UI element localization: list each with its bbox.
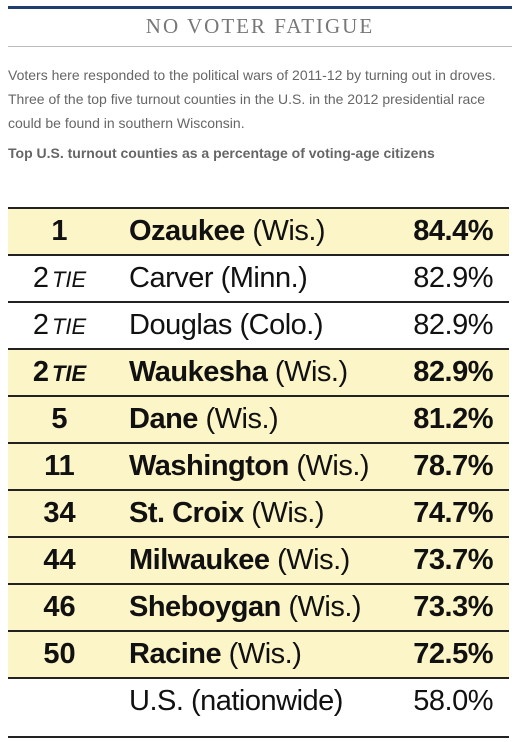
turnout-value: 82.9% [413,309,493,341]
turnout-value: 72.5% [413,638,493,670]
county-cell: St. Croix (Wis.) [111,497,379,530]
county-name: Ozaukee [129,215,245,247]
county-cell: Washington (Wis.) [111,450,379,483]
rank-cell: 2 TIE [8,358,111,387]
rank-cell: 44 [8,546,111,575]
rank-cell: 11 [8,452,111,481]
tie-label: TIE [51,314,87,339]
rank-number: 1 [51,215,68,247]
turnout-value: 82.9% [413,262,493,294]
rank-cell: 5 [8,405,111,434]
table-row: 5 Dane (Wis.) 81.2% [8,395,509,442]
turnout-value: 81.2% [413,403,493,435]
rank-number: 2 [32,356,49,388]
rank-cell: 1 [8,217,111,246]
turnout-value: 73.3% [413,591,493,623]
state-label: (Wis.) [267,356,348,388]
county-name: Milwaukee [129,544,270,576]
turnout-value: 78.7% [413,450,493,482]
rank-number: 2 [32,309,49,341]
table-row: 50 Racine (Wis.) 72.5% [8,630,509,677]
table-row: 46 Sheboygan (Wis.) 73.3% [8,583,509,630]
turnout-value: 58.0% [413,685,493,717]
state-label: (Wis.) [288,450,370,482]
rank-number: 50 [43,638,76,670]
state-label: (Wis.) [244,215,326,247]
county-cell: Dane (Wis.) [111,403,379,436]
rank-number: 2 [32,262,49,294]
county-cell: Ozaukee (Wis.) [111,215,379,248]
state-label: (Wis.) [269,544,350,576]
county-cell: Waukesha (Wis.) [111,356,379,389]
rank-number: 34 [43,497,76,529]
state-label: (Wis.) [221,638,302,670]
rank-number: 5 [51,403,68,435]
state-label: (Colo.) [231,309,323,341]
state-label: (nationwide) [183,685,343,717]
county-name: St. Croix [129,497,244,529]
turnout-value: 73.7% [413,544,493,576]
county-name: Waukesha [129,356,268,388]
chart-title: NO VOTER FATIGUE [145,14,375,38]
rank-cell: 2 TIE [8,264,111,293]
table-subhead: Top U.S. turnout counties as a percentag… [8,145,435,161]
county-name: Sheboygan [129,591,281,623]
rank-number: 11 [44,450,75,482]
state-label: (Wis.) [280,591,362,623]
rank-cell: 50 [8,640,111,669]
turnout-value: 74.7% [413,497,493,529]
table-row: 34 St. Croix (Wis.) 74.7% [8,489,509,536]
bottom-rule [8,736,509,738]
intro-text: Voters here responded to the political w… [8,67,496,131]
state-label: (Wis.) [243,497,324,529]
county-cell: Milwaukee (Wis.) [111,544,379,577]
state-label: (Minn.) [213,262,308,294]
rank-cell: 46 [8,593,111,622]
county-name: Douglas [129,309,232,341]
county-cell: Carver (Minn.) [111,262,379,295]
county-name: Carver [129,262,214,294]
county-name: Dane [129,403,198,435]
tie-label: TIE [51,267,87,292]
tie-label: TIE [51,361,87,386]
table-row: 1 Ozaukee (Wis.) 84.4% [8,207,509,254]
state-label: (Wis.) [197,403,279,435]
county-cell: Racine (Wis.) [111,638,379,671]
table-row: 2 TIE Carver (Minn.) 82.9% [8,254,509,301]
rank-cell: 34 [8,499,111,528]
rank-number: 46 [43,591,76,623]
county-name: U.S. [129,685,184,717]
turnout-value: 82.9% [413,356,493,388]
table-row: 44 Milwaukee (Wis.) 73.7% [8,536,509,583]
table-row: 2 TIE Douglas (Colo.) 82.9% [8,301,509,348]
rank-cell: 2 TIE [8,311,111,340]
table-row: 2 TIE Waukesha (Wis.) 82.9% [8,348,509,395]
county-name: Washington [129,450,289,482]
county-name: Racine [129,638,222,670]
table-row: U.S. (nationwide) 58.0% [8,677,509,724]
county-cell: Douglas (Colo.) [111,309,379,342]
title-divider [8,46,512,47]
top-rule [8,6,512,9]
turnout-table: 1 Ozaukee (Wis.) 84.4% 2 TIE Carver (Minn.) 82… [8,207,509,724]
county-cell: Sheboygan (Wis.) [111,591,379,624]
table-row: 11 Washington (Wis.) 78.7% [8,442,509,489]
county-cell: U.S. (nationwide) [111,685,379,718]
turnout-value: 84.4% [413,215,493,247]
rank-number: 44 [43,544,76,576]
